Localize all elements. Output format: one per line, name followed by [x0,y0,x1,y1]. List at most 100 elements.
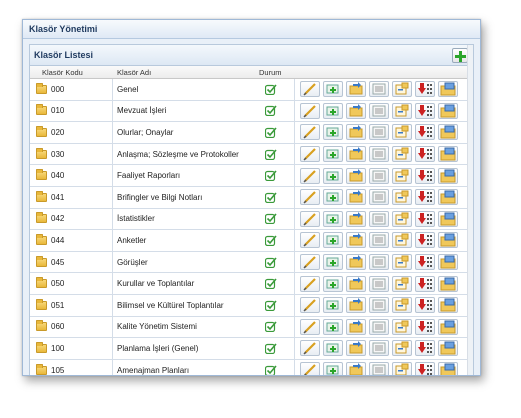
move-folder-button[interactable] [346,232,366,249]
table-row[interactable]: 020 Olurlar; Onaylar [30,122,473,144]
table-row[interactable]: 040 Faaliyet Raporları [30,165,473,187]
folder-tree-button[interactable] [392,362,412,375]
list-button[interactable] [369,189,389,206]
list-button[interactable] [369,167,389,184]
add-subfolder-button[interactable] [323,146,343,163]
add-subfolder-button[interactable] [323,102,343,119]
folder-tree-button[interactable] [392,124,412,141]
add-subfolder-button[interactable] [323,81,343,98]
list-button[interactable] [369,232,389,249]
edit-button[interactable] [300,318,320,335]
move-folder-button[interactable] [346,167,366,184]
column-header-name[interactable]: Klasör Adı [117,68,152,77]
table-row[interactable]: 030 Anlaşma; Sözleşme ve Protokoller [30,144,473,166]
add-subfolder-button[interactable] [323,210,343,227]
list-button[interactable] [369,297,389,314]
add-subfolder-button[interactable] [323,340,343,357]
table-row[interactable]: 041 Brifingler ve Bilgi Notları [30,187,473,209]
folder-tree-button[interactable] [392,189,412,206]
edit-button[interactable] [300,167,320,184]
table-row[interactable]: 044 Anketler [30,230,473,252]
move-down-button[interactable] [415,362,435,375]
scrollbar[interactable] [467,45,473,375]
archive-folder-button[interactable] [438,254,458,271]
folder-tree-button[interactable] [392,210,412,227]
move-down-button[interactable] [415,81,435,98]
move-down-button[interactable] [415,167,435,184]
add-subfolder-button[interactable] [323,254,343,271]
list-button[interactable] [369,210,389,227]
edit-button[interactable] [300,297,320,314]
folder-tree-button[interactable] [392,146,412,163]
move-folder-button[interactable] [346,340,366,357]
move-folder-button[interactable] [346,210,366,227]
list-button[interactable] [369,340,389,357]
table-row[interactable]: 010 Mevzuat İşleri [30,101,473,123]
table-row[interactable]: 051 Bilimsel ve Kültürel Toplantılar [30,295,473,317]
folder-tree-button[interactable] [392,318,412,335]
move-down-button[interactable] [415,189,435,206]
move-folder-button[interactable] [346,189,366,206]
archive-folder-button[interactable] [438,232,458,249]
archive-folder-button[interactable] [438,297,458,314]
list-button[interactable] [369,102,389,119]
move-folder-button[interactable] [346,362,366,375]
list-button[interactable] [369,146,389,163]
folder-tree-button[interactable] [392,102,412,119]
archive-folder-button[interactable] [438,102,458,119]
archive-folder-button[interactable] [438,124,458,141]
add-subfolder-button[interactable] [323,318,343,335]
move-folder-button[interactable] [346,254,366,271]
move-down-button[interactable] [415,210,435,227]
edit-button[interactable] [300,254,320,271]
folder-tree-button[interactable] [392,254,412,271]
move-folder-button[interactable] [346,297,366,314]
add-subfolder-button[interactable] [323,275,343,292]
edit-button[interactable] [300,340,320,357]
move-down-button[interactable] [415,297,435,314]
add-subfolder-button[interactable] [323,167,343,184]
move-folder-button[interactable] [346,81,366,98]
list-button[interactable] [369,124,389,141]
edit-button[interactable] [300,81,320,98]
archive-folder-button[interactable] [438,340,458,357]
add-subfolder-button[interactable] [323,124,343,141]
list-button[interactable] [369,81,389,98]
table-row[interactable]: 050 Kurullar ve Toplantılar [30,273,473,295]
move-down-button[interactable] [415,232,435,249]
list-button[interactable] [369,362,389,375]
move-down-button[interactable] [415,275,435,292]
move-folder-button[interactable] [346,275,366,292]
archive-folder-button[interactable] [438,81,458,98]
edit-button[interactable] [300,102,320,119]
move-down-button[interactable] [415,340,435,357]
list-button[interactable] [369,318,389,335]
table-row[interactable]: 000 Genel [30,79,473,101]
archive-folder-button[interactable] [438,189,458,206]
move-down-button[interactable] [415,318,435,335]
folder-tree-button[interactable] [392,297,412,314]
archive-folder-button[interactable] [438,362,458,375]
archive-folder-button[interactable] [438,318,458,335]
list-button[interactable] [369,254,389,271]
table-row[interactable]: 100 Planlama İşleri (Genel) [30,338,473,360]
archive-folder-button[interactable] [438,210,458,227]
folder-tree-button[interactable] [392,81,412,98]
move-folder-button[interactable] [346,146,366,163]
move-folder-button[interactable] [346,318,366,335]
move-down-button[interactable] [415,102,435,119]
folder-tree-button[interactable] [392,167,412,184]
column-header-status[interactable]: Durum [259,68,282,77]
column-header-code[interactable]: Klasör Kodu [42,68,83,77]
table-row[interactable]: 060 Kalite Yönetim Sistemi [30,317,473,339]
table-row[interactable]: 105 Amenajman Planları [30,360,473,375]
add-subfolder-button[interactable] [323,189,343,206]
list-button[interactable] [369,275,389,292]
edit-button[interactable] [300,210,320,227]
move-folder-button[interactable] [346,124,366,141]
archive-folder-button[interactable] [438,167,458,184]
folder-tree-button[interactable] [392,232,412,249]
add-subfolder-button[interactable] [323,362,343,375]
edit-button[interactable] [300,232,320,249]
move-down-button[interactable] [415,254,435,271]
